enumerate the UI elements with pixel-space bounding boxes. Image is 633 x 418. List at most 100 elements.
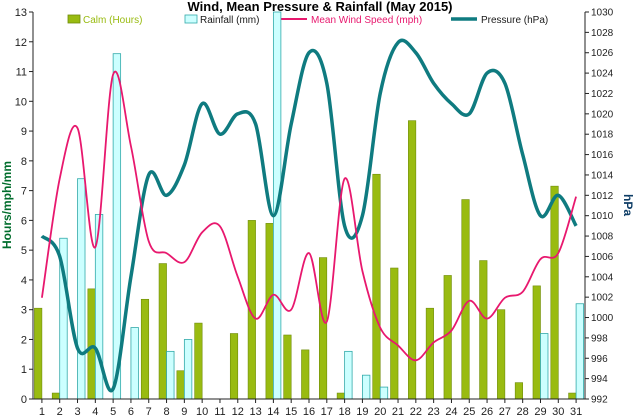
x-tick-label: 26 — [481, 406, 493, 418]
x-tick-label: 19 — [356, 406, 368, 418]
legend-calm-hours-label: Calm (Hours) — [83, 15, 142, 26]
x-tick-label: 4 — [92, 406, 98, 418]
right-tick-label: 1008 — [591, 232, 614, 243]
left-tick-label: 0 — [21, 394, 27, 406]
left-tick-label: 11 — [16, 67, 27, 79]
rainfall-bar — [362, 374, 371, 400]
right-tick-label: 996 — [591, 354, 608, 365]
left-tick-label: 7 — [21, 186, 27, 198]
x-tick-label: 14 — [267, 406, 279, 418]
x-tick-label: 29 — [534, 406, 546, 418]
right-tick-label: 1028 — [591, 28, 614, 39]
right-tick-label: 1030 — [591, 8, 614, 19]
calm-bar — [461, 199, 470, 400]
rainfall-bar — [540, 333, 549, 400]
left-tick-label: 5 — [21, 245, 27, 257]
rainfall-bar — [575, 303, 584, 400]
chart-title: Wind, Mean Pressure & Rainfall (May 2015… — [187, 0, 452, 14]
left-tick-label: 6 — [21, 215, 27, 227]
x-tick-label: 23 — [428, 406, 440, 418]
x-tick-label: 21 — [392, 406, 404, 418]
right-tick-label: 1022 — [591, 89, 614, 100]
rainfall-bar — [183, 339, 193, 400]
right-tick-label: 1010 — [591, 211, 614, 222]
calm-bar — [158, 263, 167, 400]
x-tick-label: 18 — [338, 406, 350, 418]
calm-bar — [176, 370, 185, 400]
x-tick-label: 9 — [181, 406, 187, 418]
x-tick-label: 11 — [214, 406, 225, 418]
x-tick-label: 30 — [552, 406, 564, 418]
calm-bar — [532, 285, 541, 400]
wind-speed-line — [41, 70, 577, 362]
left-tick-label: 12 — [15, 37, 27, 49]
legend-calm-hours-swatch — [67, 14, 81, 24]
calm-bar — [372, 173, 381, 400]
calm-bar — [194, 322, 203, 400]
x-tick-label: 1 — [39, 406, 45, 418]
calm-bar — [283, 334, 292, 400]
x-tick-label: 3 — [74, 406, 80, 418]
x-tick-label: 17 — [321, 406, 333, 418]
right-tick-label: 1004 — [591, 272, 614, 283]
legend-pressure-label: Pressure (hPa) — [481, 15, 548, 26]
x-tick-label: 5 — [110, 406, 116, 418]
left-tick-label: 8 — [21, 156, 27, 168]
x-tick-label: 16 — [303, 406, 315, 418]
right-tick-label: 1006 — [591, 252, 614, 263]
rainfall-bar — [344, 350, 353, 400]
x-tick-label: 2 — [57, 406, 63, 418]
calm-bar — [301, 349, 310, 400]
calm-bar — [479, 260, 488, 400]
x-tick-label: 31 — [570, 406, 582, 418]
calm-bar — [514, 382, 523, 400]
legend-wind-speed-label: Mean Wind Speed (mph) — [311, 15, 422, 26]
calm-bar — [319, 257, 328, 400]
right-tick-label: 1000 — [591, 313, 614, 324]
right-tick-label: 1018 — [591, 130, 614, 141]
legend-rainfall-swatch — [184, 14, 198, 24]
calm-bar — [497, 309, 506, 400]
right-tick-label: 998 — [591, 333, 608, 344]
right-tick-label: 1014 — [591, 170, 614, 181]
calm-bar — [568, 392, 577, 400]
right-tick-label: 1024 — [591, 69, 614, 80]
legend: Calm (Hours) Rainfall (mm) Mean Wind Speed… — [67, 14, 548, 26]
calm-bar — [425, 307, 434, 400]
x-tick-label: 25 — [463, 406, 475, 418]
y-axis-title-right: hPa — [621, 194, 633, 216]
calm-bar — [51, 392, 61, 400]
x-tick-label: 13 — [249, 406, 261, 418]
left-tick-label: 4 — [21, 275, 27, 287]
right-tick-label: 994 — [591, 374, 608, 385]
left-tick-label: 1 — [21, 364, 27, 376]
right-tick-label: 992 — [591, 395, 608, 406]
rainfall-bar — [379, 386, 389, 400]
left-tick-label: 10 — [15, 96, 27, 108]
series-lines — [40, 38, 578, 393]
calm-bar — [87, 288, 96, 400]
calm-bar — [336, 392, 345, 400]
x-tick-label: 6 — [128, 406, 134, 418]
legend-rainfall-label: Rainfall (mm) — [200, 15, 259, 26]
calm-bar — [229, 333, 239, 400]
rainfall-bar — [130, 327, 139, 400]
right-tick-label: 1026 — [591, 48, 614, 59]
right-axis-ticks: 992 994 996 998 1000 1002 1004 1006 1008 1010 1012… — [585, 8, 614, 406]
right-tick-label: 1020 — [591, 109, 614, 120]
calm-bar — [34, 307, 43, 400]
x-tick-label: 27 — [499, 406, 511, 418]
x-tick-label: 28 — [517, 406, 529, 418]
calm-bar — [443, 275, 452, 400]
x-tick-label: 20 — [374, 406, 386, 418]
x-tick-label: 24 — [445, 406, 457, 418]
calm-bar — [550, 185, 559, 400]
rainfall-bar — [166, 350, 175, 400]
calm-bar — [265, 223, 274, 400]
calm-bar — [140, 298, 150, 400]
rainfall-bar — [77, 178, 86, 400]
x-tick-label: 10 — [196, 406, 208, 418]
